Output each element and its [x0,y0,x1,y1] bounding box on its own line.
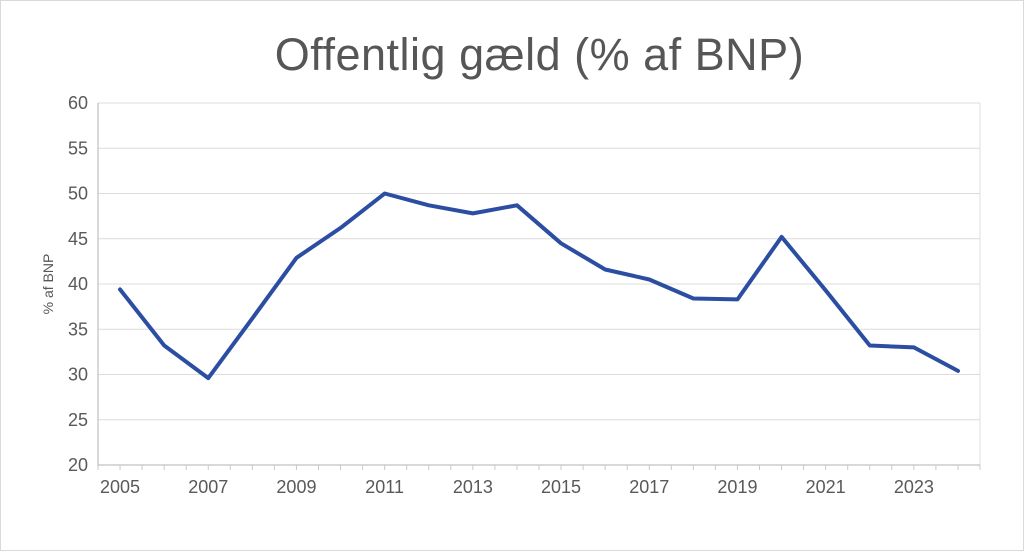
y-tick-label: 60 [68,93,88,113]
y-tick-label: 40 [68,274,88,294]
chart-title: Offentlig gæld (% af BNP) [274,29,805,80]
x-tick-label: 2021 [806,477,846,497]
y-tick-label: 30 [68,365,88,385]
x-tick-label: 2017 [629,477,669,497]
x-tick-label: 2009 [276,477,316,497]
y-tick-label: 20 [68,455,88,475]
debt-line-series [118,191,960,381]
y-tick-label: 50 [68,184,88,204]
x-tick-label: 2019 [717,477,757,497]
x-tick-label: 2023 [894,477,934,497]
y-tick-label: 45 [68,229,88,249]
y-tick-label: 25 [68,410,88,430]
x-tick-label: 2013 [453,477,493,497]
y-tick-label: 35 [68,319,88,339]
x-tick-label: 2007 [188,477,228,497]
x-tick-label: 2011 [365,477,404,497]
y-tick-label: 55 [68,138,88,158]
x-tick-label: 2015 [541,477,581,497]
x-tick-label: 2005 [100,477,140,497]
